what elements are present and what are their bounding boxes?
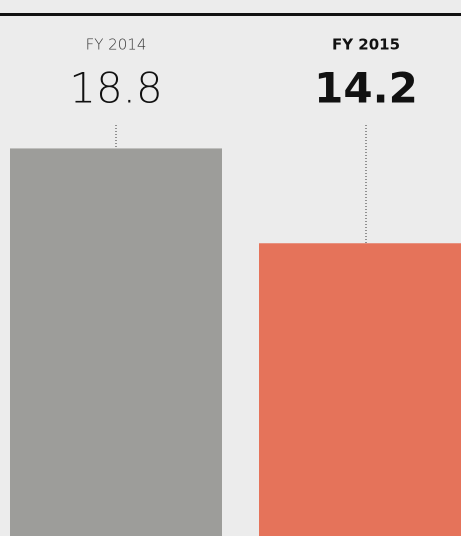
value-label: 18.8 (69, 64, 163, 113)
bar (259, 243, 461, 536)
value-label: 14.2 (314, 64, 418, 113)
category-label: FY 2014 (86, 36, 147, 54)
category-label: FY 2015 (332, 36, 400, 54)
bar (10, 148, 222, 536)
top-rule (0, 13, 461, 16)
